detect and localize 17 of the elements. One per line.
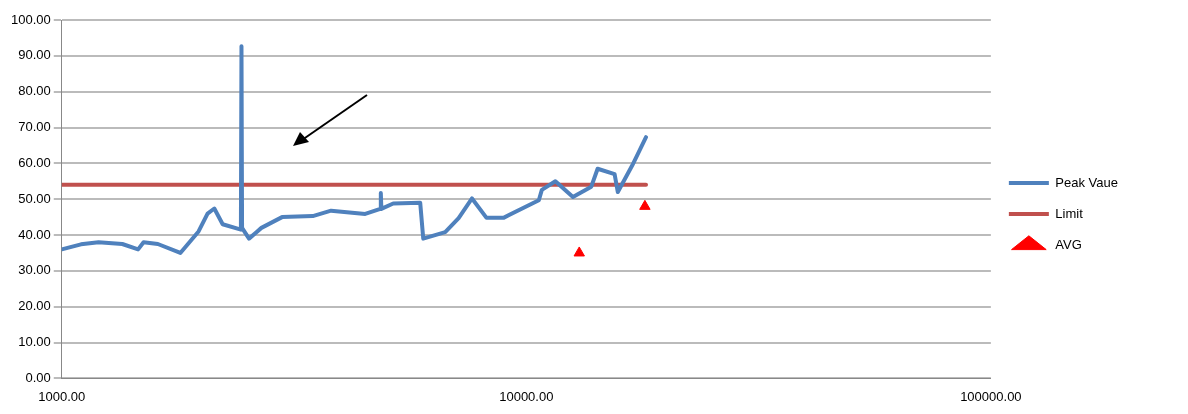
- y-tick-label: 10.00: [18, 334, 51, 350]
- y-tick-label: 70.00: [18, 119, 51, 135]
- y-tick-label: 80.00: [18, 83, 51, 99]
- x-tick-label: 10000.00: [499, 388, 554, 404]
- legend-label: Limit: [1055, 205, 1084, 221]
- x-tick-label: 100000.00: [960, 388, 1022, 404]
- legend-label: Peak Vaue: [1055, 174, 1118, 190]
- y-tick-label: 20.00: [18, 298, 51, 314]
- y-tick-label: 0.00: [25, 369, 51, 385]
- y-tick-label: 90.00: [18, 47, 51, 63]
- y-tick-label: 60.00: [18, 154, 51, 170]
- y-tick-label: 50.00: [18, 190, 51, 206]
- y-tick-label: 30.00: [18, 262, 51, 278]
- x-tick-label: 1000.00: [38, 388, 86, 404]
- legend-label: AVG: [1055, 236, 1082, 252]
- y-tick-label: 100.00: [11, 11, 51, 27]
- y-tick-label: 40.00: [18, 226, 51, 242]
